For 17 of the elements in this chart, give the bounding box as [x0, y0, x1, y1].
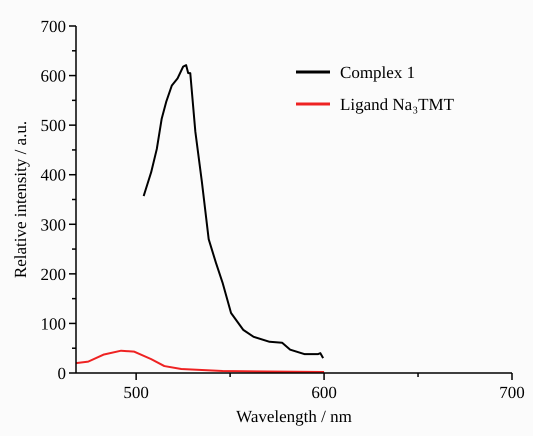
line-series: [142, 64, 324, 360]
x-tick-label: 600: [311, 383, 337, 402]
y-axis-title: Relative intensity / a.u.: [11, 120, 30, 278]
x-axis-title: Wavelength / nm: [236, 407, 352, 426]
x-tick-label: 500: [123, 383, 149, 402]
y-tick-label: 200: [40, 264, 66, 284]
y-tick-label: 0: [58, 364, 66, 383]
line-series: [75, 350, 326, 374]
legend-label: Ligand Na₃TMT: [340, 95, 455, 114]
y-tick-label: 500: [40, 116, 66, 136]
y-tick-label: 100: [40, 314, 66, 334]
x-tick-label: 700: [499, 383, 525, 402]
y-tick-label: 300: [40, 215, 66, 234]
y-tick-label: 600: [40, 66, 66, 86]
legend-label: Complex 1: [340, 63, 416, 82]
y-tick-label: 400: [40, 166, 66, 185]
y-tick-label: 700: [40, 17, 66, 36]
